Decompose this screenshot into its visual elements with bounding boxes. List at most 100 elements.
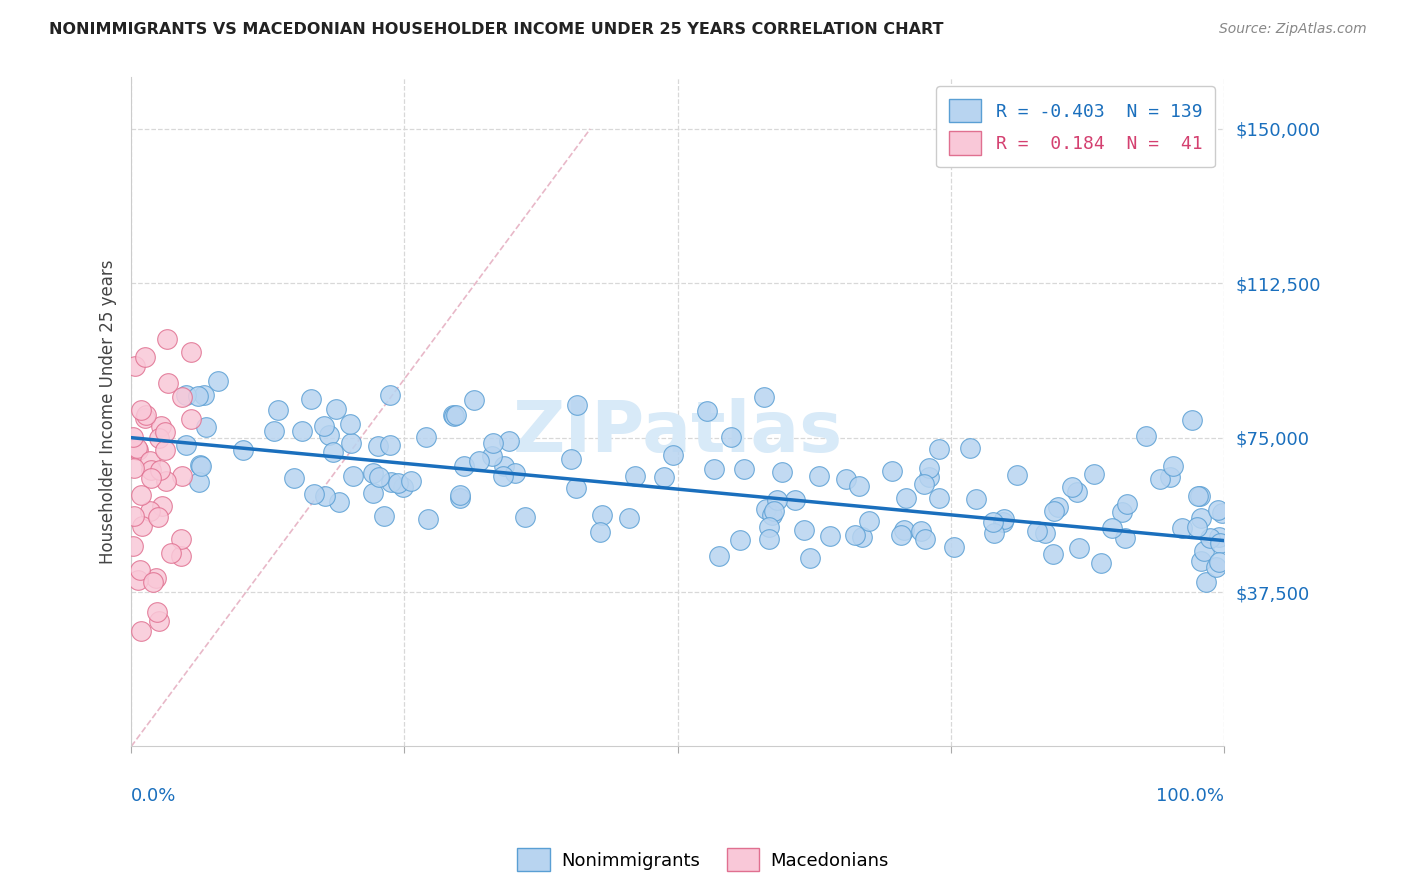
Point: [232, 442, 254, 457]
Point: [325, 401, 347, 416]
Point: [818, 529, 841, 543]
Point: [1042, 504, 1064, 518]
Point: [170, 390, 193, 404]
Point: [304, 487, 326, 501]
Point: [188, 475, 211, 490]
Point: [762, 504, 785, 518]
Point: [122, 461, 145, 475]
Point: [150, 500, 173, 514]
Point: [494, 459, 516, 474]
Point: [848, 479, 870, 493]
Point: [139, 454, 162, 468]
Point: [1192, 544, 1215, 558]
Point: [449, 488, 471, 502]
Point: [928, 442, 950, 456]
Point: [180, 412, 202, 426]
Point: [145, 571, 167, 585]
Point: [127, 443, 149, 458]
Point: [131, 518, 153, 533]
Point: [367, 469, 389, 483]
Point: [174, 438, 197, 452]
Point: [299, 392, 322, 406]
Point: [263, 424, 285, 438]
Point: [560, 452, 582, 467]
Point: [1060, 480, 1083, 494]
Point: [482, 436, 505, 450]
Point: [707, 549, 730, 564]
Point: [1033, 525, 1056, 540]
Point: [1208, 530, 1230, 544]
Point: [318, 428, 340, 442]
Point: [1046, 500, 1069, 514]
Point: [170, 468, 193, 483]
Point: [380, 475, 402, 490]
Point: [1171, 521, 1194, 535]
Point: [1026, 524, 1049, 538]
Point: [267, 402, 290, 417]
Point: [193, 388, 215, 402]
Point: [1205, 560, 1227, 574]
Point: [142, 575, 165, 590]
Point: [589, 524, 612, 539]
Point: [793, 523, 815, 537]
Point: [918, 470, 941, 484]
Point: [135, 408, 157, 422]
Point: [361, 486, 384, 500]
Point: [890, 527, 912, 541]
Point: [624, 469, 647, 483]
Point: [122, 509, 145, 524]
Point: [342, 469, 364, 483]
Text: ZIPatlas: ZIPatlas: [513, 398, 842, 467]
Point: [1208, 555, 1230, 569]
Point: [1187, 489, 1209, 503]
Point: [1090, 556, 1112, 570]
Point: [894, 491, 917, 505]
Point: [965, 492, 987, 507]
Point: [340, 435, 363, 450]
Text: 100.0%: 100.0%: [1156, 787, 1225, 805]
Point: [180, 345, 202, 359]
Point: [1195, 574, 1218, 589]
Point: [149, 419, 172, 434]
Point: [808, 469, 831, 483]
Point: [443, 409, 465, 423]
Point: [942, 540, 965, 554]
Point: [1083, 467, 1105, 481]
Point: [134, 350, 156, 364]
Point: [703, 462, 725, 476]
Point: [858, 514, 880, 528]
Point: [124, 359, 146, 374]
Point: [387, 475, 409, 490]
Point: [174, 388, 197, 402]
Point: [125, 441, 148, 455]
Point: [851, 530, 873, 544]
Point: [463, 392, 485, 407]
Point: [770, 466, 793, 480]
Point: [446, 408, 468, 422]
Point: [322, 444, 344, 458]
Point: [159, 546, 181, 560]
Point: [361, 466, 384, 480]
Point: [328, 495, 350, 509]
Point: [733, 462, 755, 476]
Point: [449, 491, 471, 505]
Point: [399, 474, 422, 488]
Point: [339, 417, 361, 431]
Point: [1189, 511, 1212, 525]
Point: [195, 419, 218, 434]
Point: [453, 459, 475, 474]
Point: [415, 430, 437, 444]
Point: [1066, 485, 1088, 500]
Point: [156, 332, 179, 346]
Text: Source: ZipAtlas.com: Source: ZipAtlas.com: [1219, 22, 1367, 37]
Point: [912, 477, 935, 491]
Point: [170, 532, 193, 546]
Point: [503, 466, 526, 480]
Point: [134, 411, 156, 425]
Point: [378, 388, 401, 402]
Y-axis label: Householder Income Under 25 years: Householder Income Under 25 years: [100, 260, 117, 564]
Point: [893, 523, 915, 537]
Point: [141, 462, 163, 476]
Point: [981, 515, 1004, 529]
Point: [138, 503, 160, 517]
